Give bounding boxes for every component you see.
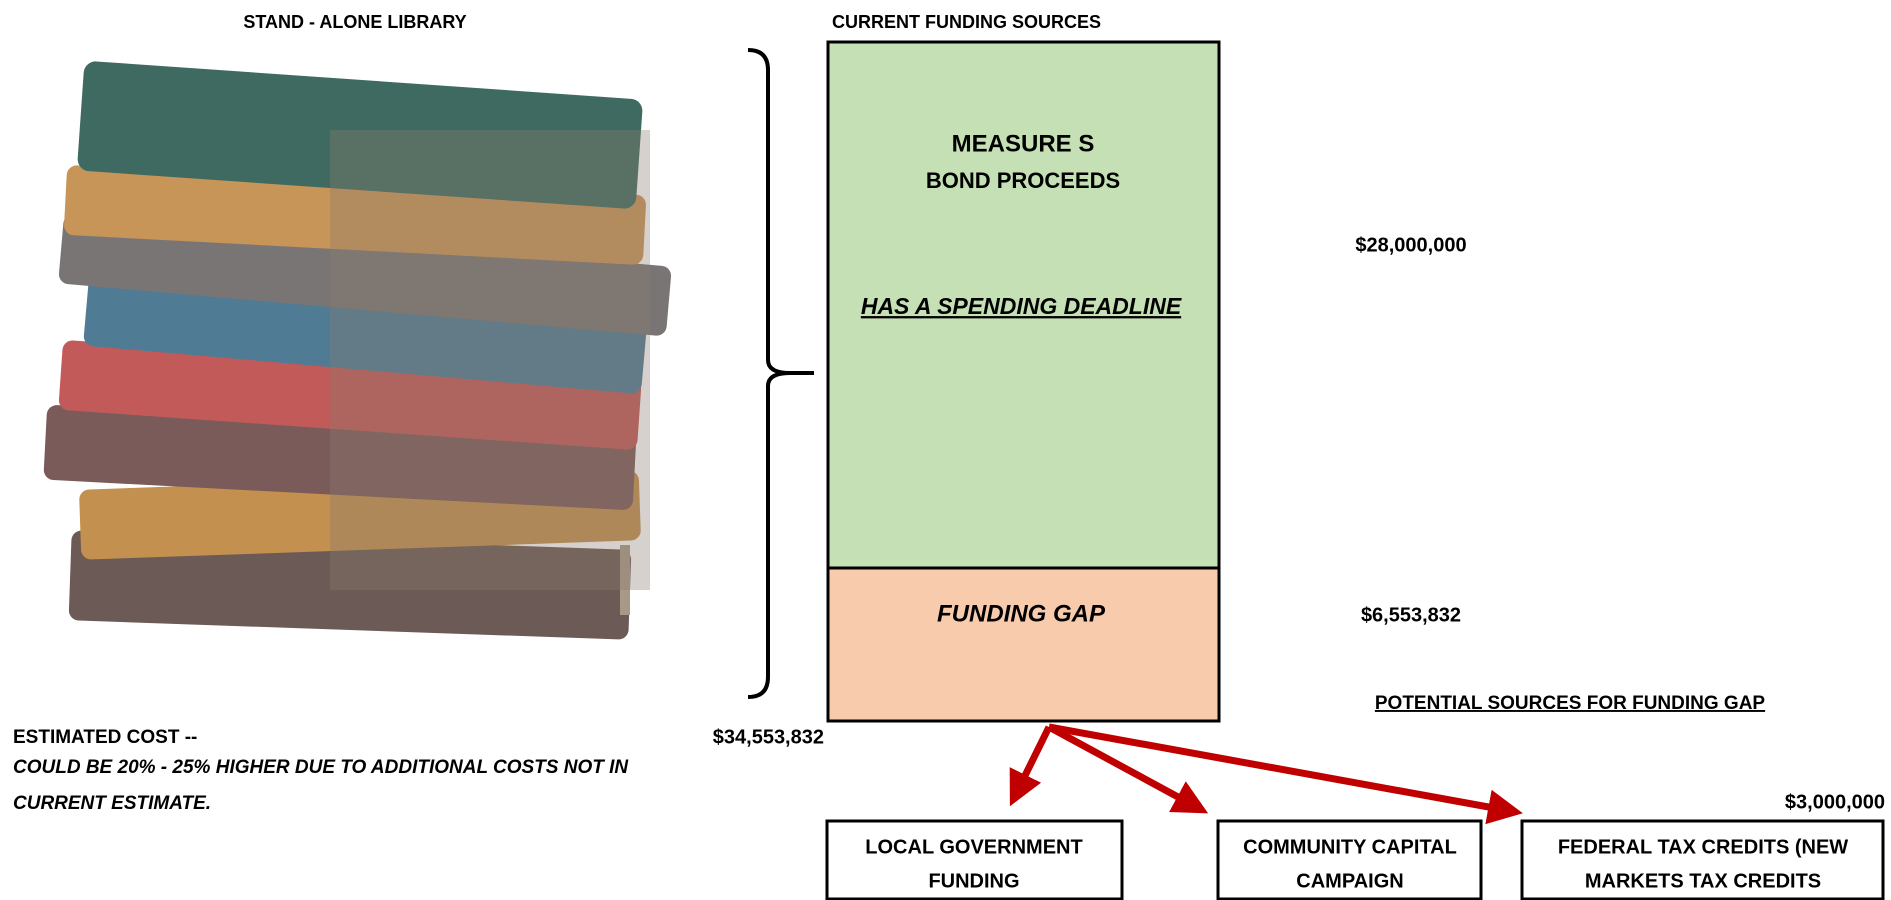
source-line: COMMUNITY CAPITAL: [1243, 836, 1457, 858]
gap-box: [826, 566, 1221, 723]
source-line: FEDERAL TAX CREDITS (NEW: [1558, 836, 1848, 858]
source-line: CAMPAIGN: [1296, 870, 1403, 892]
cost-amount: $34,553,832: [713, 726, 824, 748]
measure-box: [826, 40, 1221, 570]
potential-title: POTENTIAL SOURCES FOR FUNDING GAP: [1375, 693, 1766, 714]
cost-note: CURRENT ESTIMATE.: [13, 793, 211, 814]
source-line: MARKETS TAX CREDITS: [1585, 870, 1821, 892]
federal-amount: $3,000,000: [1785, 791, 1885, 813]
gap-amount: $6,553,832: [1361, 604, 1461, 626]
bracket: [747, 48, 814, 699]
gap-label: FUNDING GAP: [937, 600, 1106, 627]
source-box: [825, 819, 1124, 900]
measure-amount: $28,000,000: [1355, 234, 1466, 256]
source-line: LOCAL GOVERNMENT: [865, 836, 1082, 858]
books-illustration: [43, 61, 672, 640]
cost-note: COULD BE 20% - 25% HIGHER DUE TO ADDITIO…: [13, 757, 629, 778]
deadline: HAS A SPENDING DEADLINE: [861, 293, 1182, 319]
source-box: [1216, 819, 1483, 900]
measure-line: BOND PROCEEDS: [926, 168, 1120, 193]
source-line: FUNDING: [928, 870, 1019, 892]
left-title: STAND - ALONE LIBRARY: [243, 12, 466, 32]
measure-line: MEASURE S: [952, 130, 1095, 157]
cost-label: ESTIMATED COST --: [13, 727, 197, 748]
source-box: [1520, 819, 1885, 900]
arrows: [1009, 723, 1523, 825]
center-title: CURRENT FUNDING SOURCES: [832, 12, 1101, 32]
